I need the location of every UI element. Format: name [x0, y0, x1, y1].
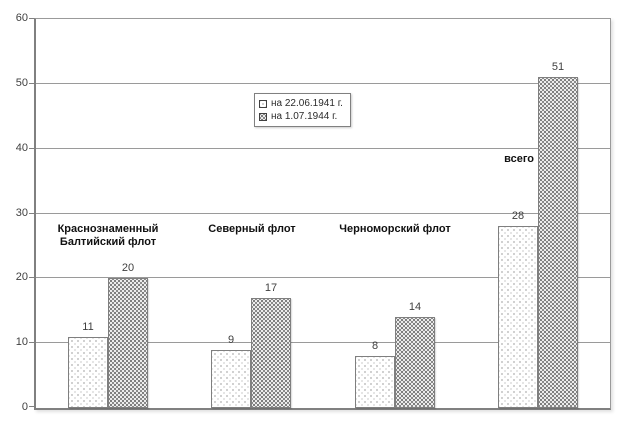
- category-label-4: всего: [504, 153, 534, 165]
- legend: на 22.06.1941 г. на 1.07.1944 г.: [254, 93, 351, 127]
- y-tick-0: [29, 406, 34, 407]
- bar-series2-group2: [251, 298, 291, 408]
- y-axis-label-30: 30: [15, 206, 28, 219]
- y-axis-label-10: 10: [15, 336, 28, 349]
- y-tick-10: [29, 342, 34, 344]
- gridline-50: [36, 82, 610, 84]
- bar-value-series2-group3: 14: [408, 301, 422, 313]
- bar-value-series2-group4: 51: [551, 61, 565, 73]
- bar-value-series2-group1: 20: [121, 262, 135, 274]
- y-tick-40: [29, 147, 34, 149]
- y-tick-20: [29, 277, 34, 279]
- y-axis-label-40: 40: [15, 141, 28, 154]
- bar-series1-group1: [68, 337, 108, 408]
- bar-value-series1-group2: 9: [227, 334, 235, 346]
- y-axis-label-0: 0: [21, 401, 28, 413]
- bar-value-series1-group4: 28: [511, 210, 525, 222]
- bar-value-series1-group1: 11: [82, 321, 94, 333]
- bar-series1-group3: [355, 356, 395, 408]
- legend-entry-2: на 1.07.1944 г.: [259, 110, 343, 123]
- y-tick-50: [29, 82, 34, 84]
- bar-value-series1-group3: 8: [371, 340, 379, 352]
- plot-area: 11 9 8 28 20 17 14 51 Краснознаменный Балтийский …: [34, 18, 611, 410]
- y-tick-30: [29, 212, 34, 214]
- category-label-3: Черноморский флот: [339, 223, 451, 235]
- bar-series2-group4: [538, 77, 578, 408]
- legend-label-2: на 1.07.1944 г.: [271, 111, 338, 122]
- category-label-1: Краснознаменный Балтийский флот: [57, 223, 159, 248]
- bar-series1-group4: [498, 226, 538, 408]
- gridline-10: [36, 342, 610, 344]
- bar-series1-group2: [211, 350, 251, 408]
- legend-label-1: на 22.06.1941 г.: [271, 98, 343, 109]
- gridline-20: [36, 277, 610, 279]
- gridline-40: [36, 147, 610, 149]
- legend-marker-dense-dots: [259, 112, 267, 121]
- legend-entry-1: на 22.06.1941 г.: [259, 97, 343, 110]
- y-axis-label-20: 20: [15, 271, 28, 284]
- gridline-30: [36, 212, 610, 214]
- legend-marker-light-dots: [259, 99, 267, 108]
- bar-series2-group3: [395, 317, 435, 408]
- category-label-2: Северный флот: [208, 223, 296, 235]
- y-tick-60: [29, 18, 34, 19]
- bar-value-series2-group2: 17: [264, 282, 278, 294]
- y-axis-label-60: 60: [15, 12, 28, 24]
- bar-series2-group1: [108, 278, 148, 408]
- y-axis-label-50: 50: [15, 76, 28, 89]
